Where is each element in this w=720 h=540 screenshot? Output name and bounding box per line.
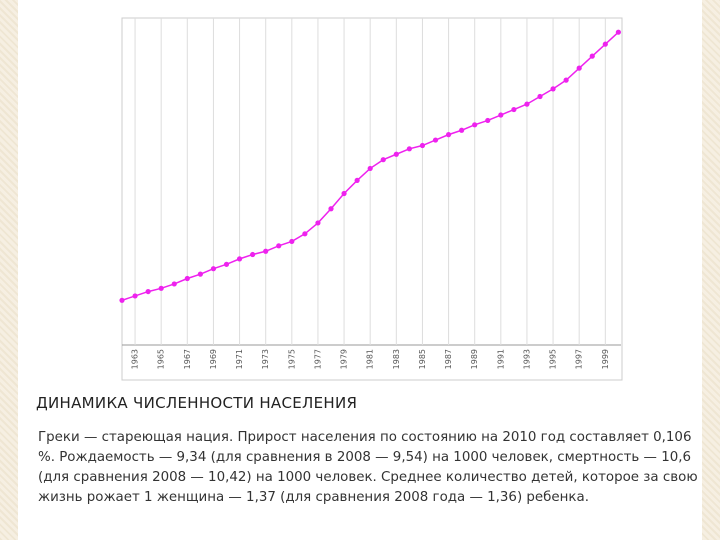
x-tick-label: 1991 <box>496 349 505 369</box>
data-point <box>302 231 308 237</box>
x-tick-label: 1979 <box>340 349 349 369</box>
data-point <box>276 243 282 249</box>
data-point <box>485 117 491 124</box>
data-point <box>615 29 621 35</box>
x-tick-label: 1963 <box>131 349 140 369</box>
data-point <box>406 146 412 152</box>
data-point <box>223 261 230 267</box>
x-tick-label: 1983 <box>392 349 401 369</box>
data-point <box>367 165 373 172</box>
data-point <box>328 206 334 212</box>
slide-body: Греки — стареющая нация. Прирост населен… <box>38 430 698 505</box>
data-point <box>537 93 543 100</box>
x-tick-label: 1989 <box>470 349 479 369</box>
data-point <box>550 86 556 92</box>
slide-title: ДИНАМИКА ЧИСЛЕННОСТИ НАСЕЛЕНИЯ <box>36 394 358 412</box>
x-tick-label: 1975 <box>287 349 296 369</box>
data-point <box>445 132 452 138</box>
data-point <box>341 190 347 197</box>
data-point <box>459 127 465 133</box>
data-point <box>119 297 125 303</box>
x-tick-label: 1977 <box>313 349 322 369</box>
data-point <box>236 256 243 262</box>
data-point <box>263 248 269 254</box>
plot-area <box>121 17 623 381</box>
data-point <box>576 65 582 71</box>
x-tick-label: 1997 <box>575 349 584 369</box>
data-point <box>210 266 217 272</box>
data-point <box>250 251 256 258</box>
x-tick-label: 1987 <box>444 349 453 369</box>
x-tick-label: 1971 <box>235 349 244 369</box>
data-point <box>524 101 530 107</box>
x-tick-label: 1995 <box>549 349 558 369</box>
data-point <box>589 53 595 59</box>
x-tick-label: 1993 <box>522 349 531 369</box>
chart: 1963 1965 1967 1969 1971 1973 1975 1977 1979 1981… <box>119 17 623 381</box>
data-point <box>602 41 608 47</box>
data-point <box>197 271 203 277</box>
data-point <box>184 275 190 282</box>
x-tick-label: 1967 <box>183 349 192 369</box>
data-point <box>472 122 478 128</box>
x-tick-label: 1965 <box>157 349 166 369</box>
data-point <box>354 177 360 184</box>
data-point <box>498 112 504 118</box>
x-tick-label: 1969 <box>209 349 218 369</box>
x-tick-label: 1985 <box>418 349 427 369</box>
data-point <box>563 77 569 83</box>
data-point <box>158 285 164 291</box>
data-point <box>419 142 426 149</box>
data-point <box>289 238 295 245</box>
x-tick-label: 1981 <box>366 349 375 369</box>
data-point <box>511 106 517 113</box>
x-tick-label: 1999 <box>601 349 610 369</box>
data-point <box>315 220 321 226</box>
data-point <box>393 151 399 157</box>
data-point <box>432 137 439 143</box>
data-point <box>132 293 138 299</box>
x-tick-label: 1973 <box>261 349 270 369</box>
data-point <box>145 288 151 295</box>
data-point <box>171 281 177 287</box>
data-point <box>380 157 386 163</box>
